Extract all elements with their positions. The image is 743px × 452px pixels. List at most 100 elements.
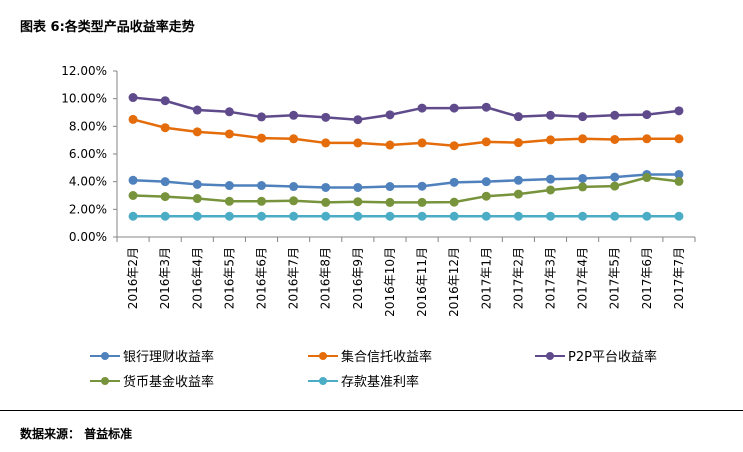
data-point <box>257 196 266 206</box>
data-point <box>353 138 363 148</box>
data-point <box>642 173 652 183</box>
legend-marker-icon <box>90 376 120 386</box>
legend-marker-icon <box>535 351 565 361</box>
data-point <box>289 134 299 144</box>
chart-title: 图表 6:各类型产品收益率走势 <box>20 20 195 35</box>
data-point <box>481 102 491 112</box>
data-point <box>546 211 555 221</box>
data-point <box>289 182 299 192</box>
data-point <box>321 112 331 122</box>
data-point <box>546 174 555 184</box>
legend-item: 集合信托收益率 <box>308 346 432 365</box>
data-point <box>610 172 620 182</box>
data-point <box>192 179 202 189</box>
data-point <box>385 197 395 207</box>
data-point <box>224 181 234 191</box>
data-point <box>353 211 363 221</box>
data-point <box>289 196 299 206</box>
data-point <box>417 103 427 113</box>
data-point <box>417 211 427 221</box>
data-point <box>546 110 555 120</box>
data-point <box>385 140 395 150</box>
x-tick-label: 2016年3月 <box>158 247 172 309</box>
data-point <box>385 110 395 120</box>
line-chart: 0.00% 2.00% 4.00% 6.00% 8.00% 10.00% 12.00% 201… <box>61 64 696 317</box>
series-line <box>132 118 679 147</box>
data-point <box>160 211 170 221</box>
x-tick-label: 2016年11月 <box>415 247 429 317</box>
data-point <box>160 123 170 133</box>
data-point <box>674 176 684 186</box>
series-line <box>133 173 679 189</box>
data-point <box>128 175 138 185</box>
series-line <box>132 96 680 121</box>
data-point <box>513 211 523 221</box>
data-point <box>321 211 331 221</box>
data-point <box>449 177 459 187</box>
data-point <box>128 114 138 124</box>
data-point <box>417 181 427 191</box>
x-tick-label: 2017年4月 <box>576 247 590 309</box>
data-point <box>321 182 331 192</box>
data-point <box>513 138 523 148</box>
data-point <box>160 192 170 202</box>
y-tick-label: 6.00% <box>69 147 107 161</box>
x-tick-label: 2016年8月 <box>319 247 333 309</box>
data-point <box>513 189 523 199</box>
data-point <box>642 211 652 221</box>
data-point <box>610 211 620 221</box>
data-point <box>417 197 427 207</box>
x-tick-label: 2016年5月 <box>222 247 236 309</box>
data-point <box>289 211 299 221</box>
x-tick-label: 2016年9月 <box>351 247 365 309</box>
divider <box>0 410 743 411</box>
y-tick-label: 2.00% <box>69 202 107 216</box>
legend-label: 存款基准利率 <box>341 375 420 390</box>
y-tick-label: 10.00% <box>61 92 107 106</box>
x-tick-label: 2017年1月 <box>479 247 493 309</box>
data-point <box>128 211 138 221</box>
data-point <box>321 138 331 148</box>
x-tick-label: 2017年2月 <box>511 247 525 309</box>
data-point <box>546 185 555 195</box>
source-note: 数据来源： 普益标准 <box>20 427 133 441</box>
data-point <box>257 112 266 122</box>
data-point <box>257 133 266 143</box>
data-point <box>353 182 363 192</box>
data-point <box>192 105 202 115</box>
data-point <box>257 181 266 191</box>
y-tick-label: 0.00% <box>69 230 107 244</box>
data-point <box>674 169 684 179</box>
data-point <box>192 194 202 204</box>
data-point <box>449 197 459 207</box>
data-point <box>513 112 523 122</box>
x-tick-label: 2016年12月 <box>447 247 461 317</box>
data-point <box>128 191 138 200</box>
data-point <box>224 107 234 117</box>
data-point <box>192 211 202 221</box>
x-tick-label: 2016年4月 <box>190 247 204 309</box>
data-point <box>128 93 138 103</box>
data-point <box>578 173 588 183</box>
data-point <box>417 138 427 148</box>
data-point <box>160 177 170 187</box>
x-tick-label: 2016年7月 <box>287 247 301 309</box>
data-point <box>578 211 588 221</box>
legend-item: 货币基金收益率 <box>90 371 214 390</box>
x-tick-label: 2017年3月 <box>544 247 558 309</box>
legend-label: 货币基金收益率 <box>123 375 215 390</box>
data-point <box>449 103 459 113</box>
data-point <box>674 106 684 116</box>
x-tick-label: 2017年5月 <box>608 247 622 309</box>
data-point <box>192 127 202 137</box>
data-point <box>674 211 684 221</box>
data-point <box>353 115 363 125</box>
x-tick-label: 2016年10月 <box>383 247 397 317</box>
legend-label: 银行理财收益率 <box>123 350 215 365</box>
legend-marker-icon <box>308 376 338 386</box>
data-point <box>513 175 523 185</box>
y-tick-label: 12.00% <box>61 64 107 78</box>
legend-label: P2P平台收益率 <box>568 350 657 365</box>
x-tick-label: 2017年6月 <box>640 247 654 309</box>
legend-item: 存款基准利率 <box>308 371 419 390</box>
